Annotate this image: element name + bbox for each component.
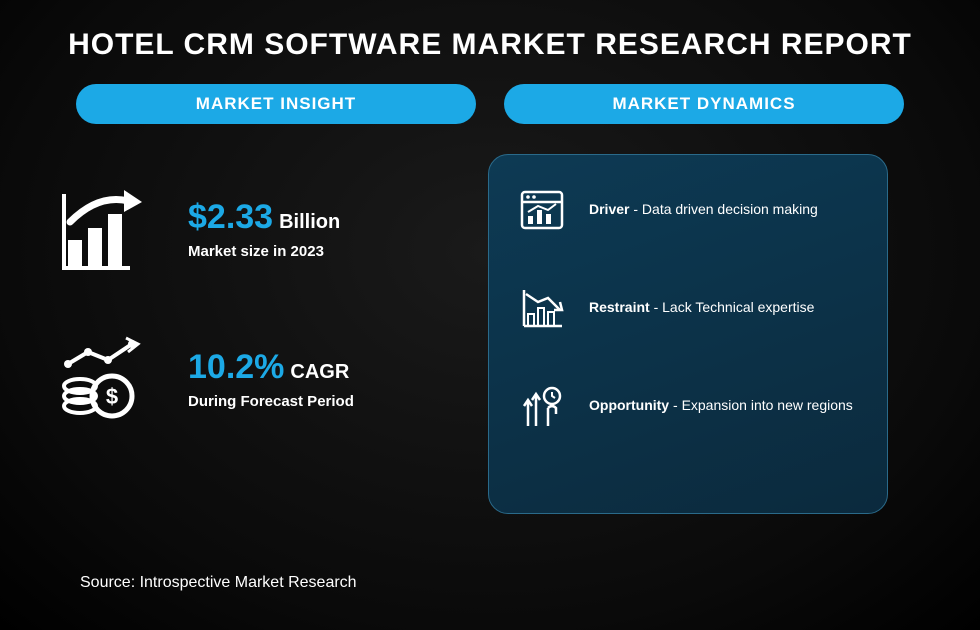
market-insight-pill: MARKET INSIGHT [76, 84, 476, 124]
driver-text: Driver - Data driven decision making [589, 200, 818, 220]
market-size-row: $2.33 Billion Market size in 2023 [60, 184, 460, 274]
market-dynamics-column: Driver - Data driven decision making [488, 154, 888, 514]
content-row: $2.33 Billion Market size in 2023 [0, 124, 980, 514]
expansion-icon [517, 381, 567, 431]
dashboard-icon [517, 185, 567, 235]
market-dynamics-pill: MARKET DYNAMICS [504, 84, 904, 124]
cagr-row: $ 10.2% CAGR During Forecast Period [60, 334, 460, 424]
opportunity-label: Opportunity [589, 397, 669, 413]
restraint-label: Restraint [589, 299, 650, 315]
opportunity-row: Opportunity - Expansion into new regions [517, 381, 859, 431]
market-insight-column: $2.33 Billion Market size in 2023 [60, 154, 460, 514]
section-pills: MARKET INSIGHT MARKET DYNAMICS [0, 84, 980, 124]
driver-label: Driver [589, 201, 629, 217]
restraint-text: Restraint - Lack Technical expertise [589, 298, 814, 318]
restraint-desc: Lack Technical expertise [662, 299, 814, 315]
source-attribution: Source: Introspective Market Research [80, 574, 357, 592]
market-size-value: $2.33 [188, 198, 273, 236]
market-size-text: $2.33 Billion Market size in 2023 [188, 198, 340, 260]
page-title: HOTEL CRM SOFTWARE MARKET RESEARCH REPOR… [0, 0, 980, 84]
market-size-sub: Market size in 2023 [188, 243, 340, 260]
driver-desc: Data driven decision making [642, 201, 818, 217]
dynamics-panel: Driver - Data driven decision making [488, 154, 888, 514]
driver-row: Driver - Data driven decision making [517, 185, 859, 235]
cagr-value: 10.2% [188, 348, 284, 386]
cagr-text: 10.2% CAGR During Forecast Period [188, 348, 354, 410]
cagr-unit: CAGR [290, 361, 349, 383]
cagr-sub: During Forecast Period [188, 393, 354, 410]
decline-chart-icon [517, 283, 567, 333]
opportunity-desc: Expansion into new regions [682, 397, 853, 413]
growth-chart-icon [60, 184, 160, 274]
market-size-unit: Billion [279, 211, 340, 233]
svg-text:$: $ [106, 384, 118, 409]
restraint-row: Restraint - Lack Technical expertise [517, 283, 859, 333]
coins-trend-icon: $ [60, 334, 160, 424]
opportunity-text: Opportunity - Expansion into new regions [589, 396, 853, 416]
